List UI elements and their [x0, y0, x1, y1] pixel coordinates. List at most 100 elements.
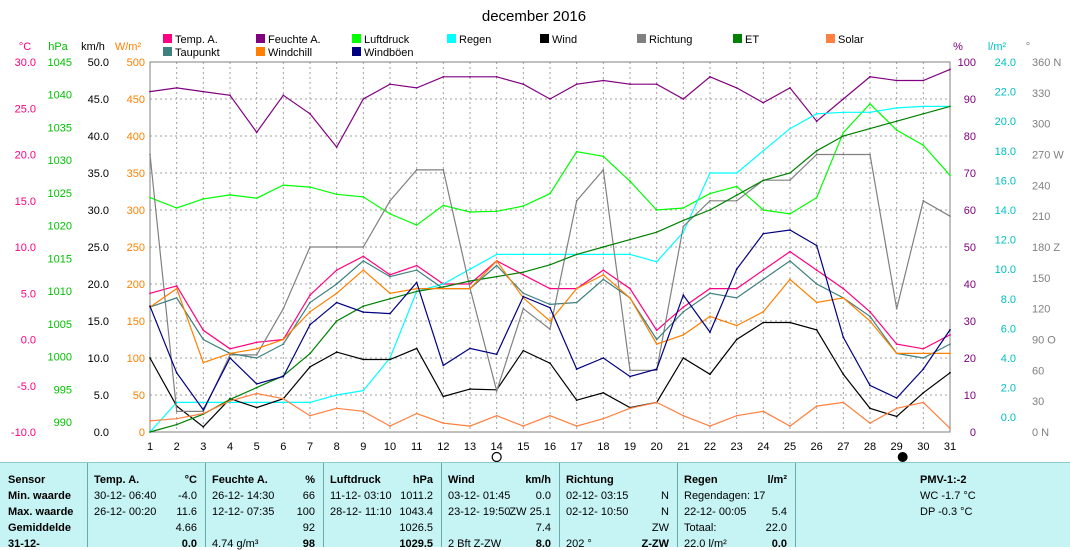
axis-wind-tick: 30.0: [88, 205, 109, 217]
data-point: [389, 199, 391, 202]
axis-temp-tick: 25.0: [15, 103, 36, 115]
summary-temp-col: Temp. A. °C 30-12- 06:40 -4.0 26-12- 00:…: [88, 463, 206, 550]
data-point: [362, 389, 365, 392]
axis-hpa-tick: 1000: [48, 352, 72, 364]
x-tick-label: 26: [811, 441, 823, 453]
data-point: [575, 368, 578, 370]
data-point: [229, 352, 231, 355]
data-point: [522, 253, 525, 256]
data-point: [175, 417, 178, 420]
moon-markers: [491, 451, 908, 462]
data-point: [415, 269, 418, 272]
data-point: [202, 412, 205, 415]
data-point: [789, 321, 791, 324]
data-point: [362, 246, 365, 248]
data-point: [842, 98, 845, 100]
chart-legend: Temp. A. Feuchte A. Luftdruck Regen Wind Rich…: [163, 34, 864, 59]
legend-label: Windchill: [268, 47, 312, 59]
data-point: [175, 296, 178, 299]
axis-dir-unit: °: [1026, 41, 1030, 53]
data-point: [629, 180, 631, 183]
axis-temp-tick: 0.0: [21, 335, 36, 347]
legend-label: Temp. A.: [175, 34, 218, 46]
x-tick-label: 7: [307, 441, 313, 453]
chart-title: december 2016: [482, 8, 586, 25]
data-point: [602, 155, 605, 158]
data-point: [629, 287, 631, 290]
data-point: [415, 224, 418, 226]
rain-month-total: 22.0 l/m²: [684, 538, 727, 550]
data-point: [469, 388, 471, 390]
data-point: [309, 310, 311, 313]
data-point: [949, 427, 951, 430]
data-point: [682, 333, 685, 336]
data-point: [229, 194, 231, 196]
data-point: [495, 210, 498, 213]
data-point: [762, 149, 765, 152]
data-point: [389, 83, 391, 86]
data-point: [362, 358, 365, 361]
axis-rain-tick: 6.0: [1001, 323, 1016, 335]
data-point: [895, 343, 898, 346]
legend-label: Luftdruck: [364, 34, 410, 46]
data-point: [922, 401, 925, 404]
data-point: [789, 179, 791, 182]
data-point: [282, 401, 285, 404]
axis-rain-tick: 14.0: [995, 205, 1016, 217]
data-point: [709, 331, 711, 333]
x-tick-label: 8: [334, 441, 340, 453]
data-point: [922, 368, 925, 370]
data-point: [682, 294, 685, 296]
data-point: [549, 98, 551, 100]
x-tick-label: 12: [437, 441, 449, 453]
pressure-header: Luftdruck: [330, 474, 381, 486]
axis-pct-tick: 60: [964, 205, 976, 217]
data-point: [549, 192, 551, 195]
axis-dir-tick: 180 Z: [1032, 242, 1060, 254]
data-point: [335, 320, 338, 322]
weather-chart: december 2016 Temp. A. Feuchte A. Luftdruc…: [11, 8, 1064, 462]
data-point: [922, 105, 925, 108]
data-point: [709, 209, 711, 211]
data-point: [522, 273, 525, 276]
data-point: [389, 273, 391, 276]
data-point: [522, 292, 525, 295]
axis-hpa-tick: 1020: [48, 221, 72, 233]
data-point: [549, 362, 551, 365]
data-point: [869, 310, 871, 313]
data-point: [149, 305, 151, 308]
data-point: [709, 373, 711, 376]
x-tick-label: 19: [624, 441, 636, 453]
data-point: [335, 407, 338, 410]
data-point: [949, 371, 951, 374]
chart-series: [149, 68, 951, 433]
data-point: [629, 238, 631, 241]
x-tick-label: 31: [944, 441, 956, 453]
data-point: [869, 75, 871, 78]
data-point: [842, 296, 845, 299]
data-point: [709, 192, 711, 195]
humidity-max-value: 100: [296, 506, 315, 518]
legend-swatch: [163, 47, 172, 56]
data-point: [362, 255, 365, 258]
rain-total-value: 22.0: [765, 522, 787, 534]
data-point: [815, 112, 818, 115]
axis-dir-tick: 90 O: [1032, 335, 1056, 347]
data-point: [229, 400, 231, 402]
data-point: [415, 87, 418, 89]
temp-header: Temp. A.: [94, 474, 140, 486]
data-point: [469, 425, 471, 427]
data-point: [522, 307, 525, 310]
x-tick-label: 11: [411, 441, 422, 453]
data-point: [229, 94, 231, 97]
x-tick-label: 29: [891, 441, 903, 453]
axis-hpa-tick: 1045: [48, 57, 72, 69]
data-point: [922, 79, 925, 82]
data-point: [442, 286, 445, 288]
pmv-windchill: WC -1.7 °C: [920, 490, 976, 502]
legend-swatch: [352, 34, 361, 43]
summary-panel: Sensor Min. waarde Max. waarde Gemiddeld…: [0, 462, 1070, 550]
data-point: [255, 383, 258, 385]
data-point: [175, 371, 178, 374]
axis-wind-tick: 15.0: [88, 316, 109, 328]
